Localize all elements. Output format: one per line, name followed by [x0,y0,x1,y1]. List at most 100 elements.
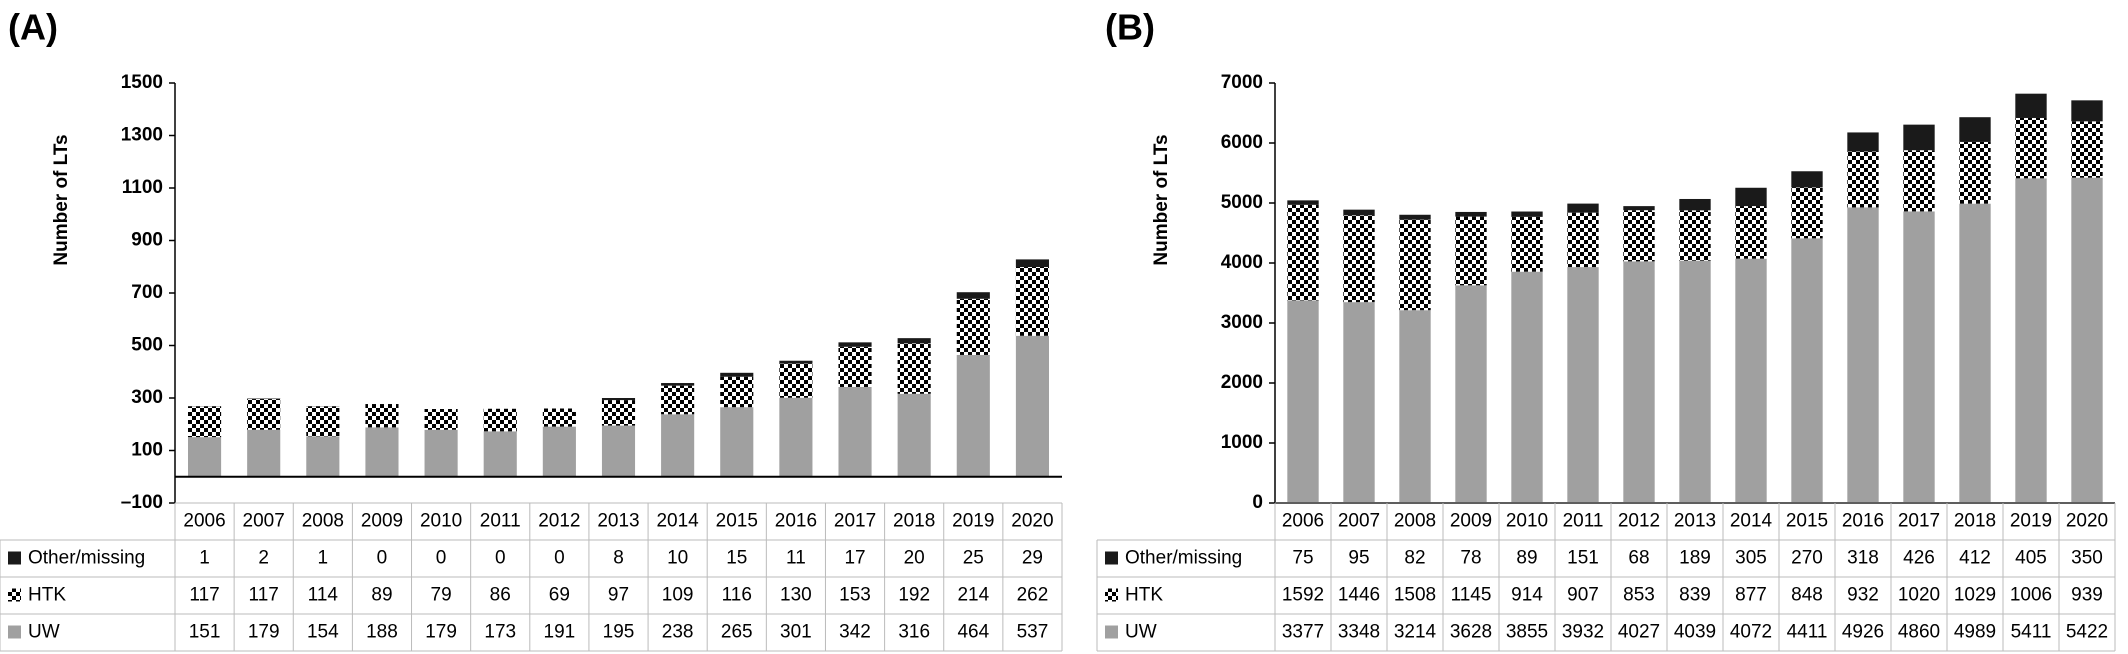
bar-segment [1735,187,1767,207]
table-value: 464 [957,622,989,643]
x-tick-label: 2020 [2066,511,2108,532]
bar-segment [1567,212,1599,268]
table-value: 89 [371,585,392,606]
y-tick-label: 1300 [121,125,163,146]
table-value: 1145 [1451,585,1492,606]
table-value: 4072 [1730,622,1772,643]
legend-label: HTK [28,585,66,606]
table-value: 0 [377,548,388,569]
table-value: 426 [1903,548,1935,569]
bar-segment [601,398,636,401]
table-value: 11 [786,548,806,569]
bar-segment [542,408,576,427]
bar-segment [720,376,754,408]
x-tick-label: 2016 [1842,511,1884,532]
table-value: 75 [1292,548,1313,569]
bar-segment [1399,219,1431,311]
bar-segment [1623,261,1655,503]
x-tick-label: 2009 [361,511,403,532]
table-value: 305 [1735,548,1767,569]
table-value: 95 [1348,548,1369,569]
y-tick-label: 6000 [1221,132,1263,153]
table-value: 173 [484,622,516,643]
bar-segment [838,342,872,347]
bar-segment [1015,267,1049,336]
table-value: 262 [1017,585,1049,606]
table-value: 3932 [1562,622,1604,643]
bar-segment [1567,203,1599,213]
x-tick-label: 2007 [1338,511,1380,532]
table-value: 82 [1404,548,1425,569]
x-tick-label: 2009 [1450,511,1492,532]
y-axis-label: Number of LTs [1151,134,1172,265]
bar-segment [1735,206,1767,259]
bar-segment [542,426,576,477]
x-tick-label: 2010 [1506,511,1548,532]
table-value: 914 [1511,585,1543,606]
bar-segment [838,386,872,477]
bar-segment [720,407,754,477]
table-value: 932 [1847,585,1879,606]
table-value: 151 [189,622,221,643]
bar-segment [601,425,636,477]
bar-segment [1847,151,1879,208]
table-value: 25 [963,548,984,569]
table-value: 412 [1959,548,1991,569]
y-tick-label: 3000 [1221,312,1263,333]
bar-segment [1903,124,1935,151]
table-value: 848 [1791,585,1823,606]
bar-segment [1791,238,1823,503]
x-tick-label: 2012 [538,511,580,532]
table-value: 154 [307,622,339,643]
y-tick-label: 2000 [1221,372,1263,393]
table-value: 5422 [2066,622,2108,643]
legend-swatch [1105,588,1118,602]
bar-segment [956,354,990,477]
bar-segment [1847,132,1879,152]
table-value: 2 [258,548,269,569]
legend-label: UW [28,622,60,643]
panel-label: (A) [8,7,58,48]
y-tick-label: 1500 [121,72,163,93]
legend-swatch [1105,551,1118,565]
table-value: 3628 [1450,622,1492,643]
bar-segment [1455,211,1487,217]
bar-segment [1511,211,1543,217]
table-value: 4860 [1898,622,1940,643]
table-value: 1029 [1954,585,1996,606]
x-tick-label: 2019 [2010,511,2052,532]
x-tick-label: 2011 [480,511,521,532]
table-value: 179 [248,622,280,643]
table-value: 8 [613,548,624,569]
bar-segment [1959,203,1991,503]
table-value: 939 [2071,585,2103,606]
table-value: 1446 [1338,585,1380,606]
x-tick-label: 2020 [1011,511,1053,532]
x-tick-label: 2018 [893,511,935,532]
table-value: 4989 [1954,622,1996,643]
bar-segment [188,437,222,477]
bar-segment [1903,150,1935,212]
x-tick-label: 2018 [1954,511,1996,532]
table-value: 318 [1847,548,1879,569]
y-tick-label: 300 [131,387,163,408]
bar-segment [1399,214,1431,220]
bar-segment [1679,210,1711,261]
table-value: 214 [957,585,989,606]
legend-label: HTK [1125,585,1163,606]
bar-segment [306,406,340,437]
table-value: 109 [662,585,694,606]
x-tick-label: 2006 [183,511,225,532]
bar-segment [1791,187,1823,239]
table-value: 116 [722,585,752,606]
table-value: 151 [1567,548,1599,569]
table-value: 1592 [1282,585,1324,606]
table-value: 114 [308,585,339,606]
bar-segment [779,363,813,398]
y-axis-label: Number of LTs [51,134,72,265]
table-value: 1 [318,548,329,569]
bar-segment [1015,259,1049,268]
bar-segment [661,385,695,415]
table-value: 350 [2071,548,2103,569]
bar-segment [1679,198,1711,211]
